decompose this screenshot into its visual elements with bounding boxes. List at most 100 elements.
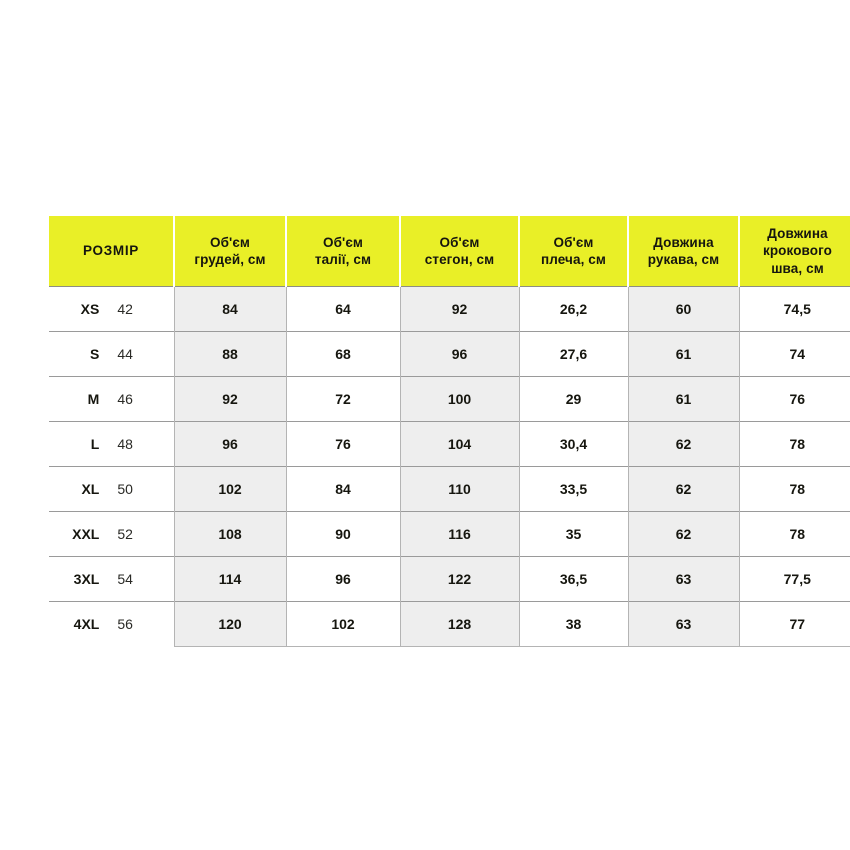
cell-size: XS 42 (49, 286, 174, 332)
cell-sleeve: 62 (627, 511, 739, 557)
cell-size: 4XL 56 (49, 601, 174, 647)
cell-waist: 96 (285, 556, 400, 602)
cell-size: M 46 (49, 376, 174, 422)
size-letter: XXL (72, 526, 100, 542)
cell-hips: 128 (399, 601, 519, 647)
table-body: XS 42 84 64 92 26,2 60 74,5 S 44 88 68 96 27,6 61 74 M 46… (49, 286, 850, 647)
cell-hips: 100 (399, 376, 519, 422)
cell-sleeve: 62 (627, 421, 739, 467)
size-letter: 3XL (73, 571, 100, 587)
cell-hips: 104 (399, 421, 519, 467)
header-row: РОЗМІР Об'єм грудей, см Об'єм талії, см Об'… (49, 216, 850, 287)
size-cell: S 44 (49, 332, 174, 376)
size-number: 56 (117, 616, 133, 633)
cell-chest: 120 (173, 601, 286, 647)
cell-waist: 68 (285, 331, 400, 377)
cell-chest: 114 (173, 556, 286, 602)
cell-shoulder: 27,6 (518, 331, 628, 377)
size-cell: M 46 (49, 377, 174, 421)
size-cell: L 48 (49, 422, 174, 466)
column-header-sleeve: Довжина рукава, см (627, 216, 739, 287)
cell-inseam: 78 (738, 421, 850, 467)
cell-waist: 102 (285, 601, 400, 647)
column-header-inseam: Довжина крокового шва, см (738, 216, 850, 287)
cell-chest: 84 (173, 286, 286, 332)
table-header: РОЗМІР Об'єм грудей, см Об'єм талії, см Об'… (49, 216, 850, 287)
cell-inseam: 78 (738, 466, 850, 512)
cell-size: XXL 52 (49, 511, 174, 557)
size-cell: 3XL 54 (49, 557, 174, 601)
cell-hips: 116 (399, 511, 519, 557)
cell-shoulder: 38 (518, 601, 628, 647)
cell-shoulder: 35 (518, 511, 628, 557)
cell-hips: 96 (399, 331, 519, 377)
cell-inseam: 74,5 (738, 286, 850, 332)
size-cell: XS 42 (49, 287, 174, 331)
size-number: 50 (117, 481, 133, 497)
size-cell: 4XL 56 (49, 602, 174, 646)
table-row: 4XL 56 120 102 128 38 63 77 (49, 601, 850, 647)
cell-chest: 96 (173, 421, 286, 467)
cell-hips: 92 (399, 286, 519, 332)
size-number: 52 (117, 526, 133, 542)
size-letter: S (90, 346, 100, 362)
cell-hips: 122 (399, 556, 519, 602)
size-letter: XL (81, 481, 100, 497)
table-row: XS 42 84 64 92 26,2 60 74,5 (49, 286, 850, 332)
table-row: S 44 88 68 96 27,6 61 74 (49, 331, 850, 377)
size-cell: XL 50 (49, 467, 174, 511)
cell-waist: 72 (285, 376, 400, 422)
column-header-hips: Об'єм стегон, см (399, 216, 519, 287)
cell-chest: 92 (173, 376, 286, 422)
table-row: XL 50 102 84 110 33,5 62 78 (49, 466, 850, 512)
cell-inseam: 76 (738, 376, 850, 422)
cell-inseam: 77 (738, 601, 850, 647)
cell-size: 3XL 54 (49, 556, 174, 602)
cell-sleeve: 62 (627, 466, 739, 512)
cell-waist: 90 (285, 511, 400, 557)
cell-hips: 110 (399, 466, 519, 512)
size-number: 54 (117, 571, 133, 587)
table-row: XXL 52 108 90 116 35 62 78 (49, 511, 850, 557)
cell-sleeve: 63 (627, 556, 739, 602)
cell-shoulder: 26,2 (518, 286, 628, 332)
table-row: M 46 92 72 100 29 61 76 (49, 376, 850, 422)
column-header-waist: Об'єм талії, см (285, 216, 400, 287)
cell-shoulder: 30,4 (518, 421, 628, 467)
cell-size: S 44 (49, 331, 174, 377)
cell-chest: 88 (173, 331, 286, 377)
cell-waist: 84 (285, 466, 400, 512)
table-row: L 48 96 76 104 30,4 62 78 (49, 421, 850, 467)
column-header-shoulder: Об'єм плеча, см (518, 216, 628, 287)
size-number: 42 (117, 301, 133, 317)
size-chart-container: РОЗМІР Об'єм грудей, см Об'єм талії, см Об'… (49, 216, 850, 647)
cell-shoulder: 29 (518, 376, 628, 422)
size-letter: M (87, 391, 100, 407)
cell-size: L 48 (49, 421, 174, 467)
cell-inseam: 74 (738, 331, 850, 377)
cell-sleeve: 63 (627, 601, 739, 647)
cell-shoulder: 33,5 (518, 466, 628, 512)
cell-inseam: 77,5 (738, 556, 850, 602)
cell-sleeve: 60 (627, 286, 739, 332)
cell-chest: 102 (173, 466, 286, 512)
cell-size: XL 50 (49, 466, 174, 512)
size-number: 46 (117, 391, 133, 407)
cell-shoulder: 36,5 (518, 556, 628, 602)
cell-chest: 108 (173, 511, 286, 557)
column-header-size: РОЗМІР (49, 216, 174, 287)
column-header-chest: Об'єм грудей, см (173, 216, 286, 287)
cell-waist: 64 (285, 286, 400, 332)
cell-inseam: 78 (738, 511, 850, 557)
table-row: 3XL 54 114 96 122 36,5 63 77,5 (49, 556, 850, 602)
size-letter: 4XL (73, 616, 100, 633)
size-number: 48 (117, 436, 133, 452)
size-cell: XXL 52 (49, 512, 174, 556)
size-letter: XS (80, 301, 100, 317)
size-chart-table: РОЗМІР Об'єм грудей, см Об'єм талії, см Об'… (49, 216, 850, 647)
cell-sleeve: 61 (627, 376, 739, 422)
cell-sleeve: 61 (627, 331, 739, 377)
cell-waist: 76 (285, 421, 400, 467)
size-number: 44 (117, 346, 133, 362)
